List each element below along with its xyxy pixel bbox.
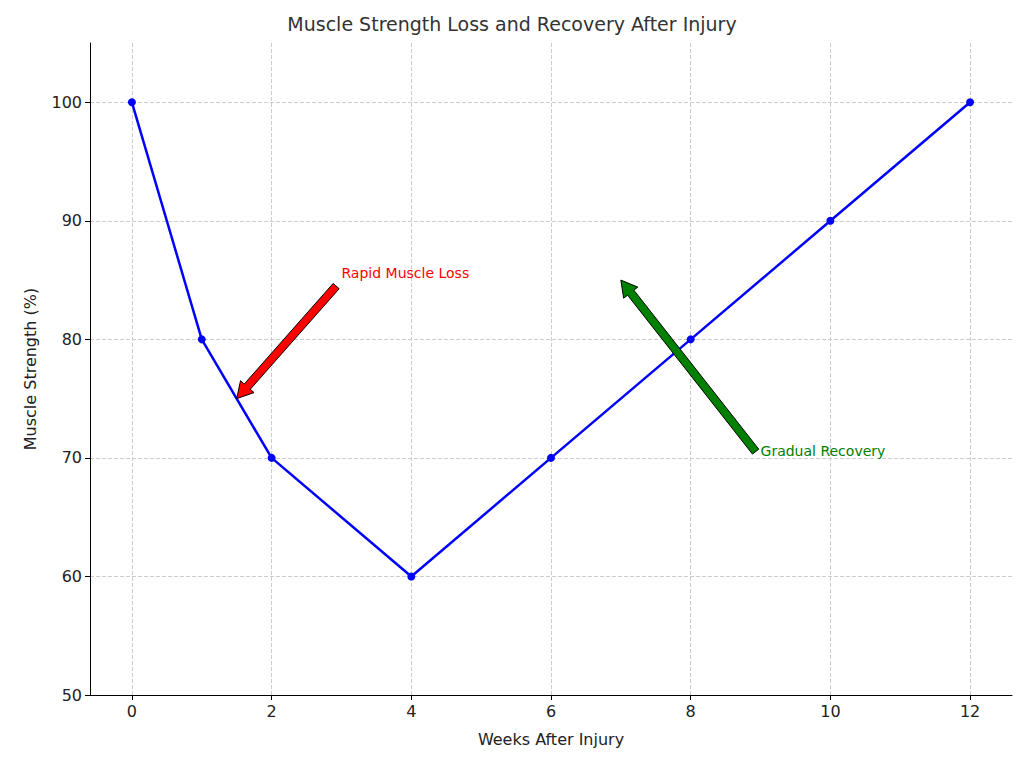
svg-text:6: 6 <box>546 702 556 721</box>
svg-text:Gradual Recovery: Gradual Recovery <box>761 443 886 459</box>
svg-text:Muscle Strength (%): Muscle Strength (%) <box>21 288 40 450</box>
svg-text:60: 60 <box>62 567 82 586</box>
svg-text:0: 0 <box>127 702 137 721</box>
svg-text:Rapid Muscle Loss: Rapid Muscle Loss <box>341 265 469 281</box>
svg-text:12: 12 <box>960 702 980 721</box>
svg-text:8: 8 <box>686 702 696 721</box>
svg-text:10: 10 <box>820 702 840 721</box>
svg-text:100: 100 <box>51 93 82 112</box>
svg-text:50: 50 <box>62 686 82 705</box>
svg-text:4: 4 <box>406 702 416 721</box>
svg-text:Muscle Strength Loss and Recov: Muscle Strength Loss and Recovery After … <box>287 13 736 35</box>
svg-text:80: 80 <box>62 330 82 349</box>
svg-text:2: 2 <box>267 702 277 721</box>
svg-text:70: 70 <box>62 448 82 467</box>
svg-text:90: 90 <box>62 211 82 230</box>
svg-text:Weeks After Injury: Weeks After Injury <box>478 730 624 749</box>
